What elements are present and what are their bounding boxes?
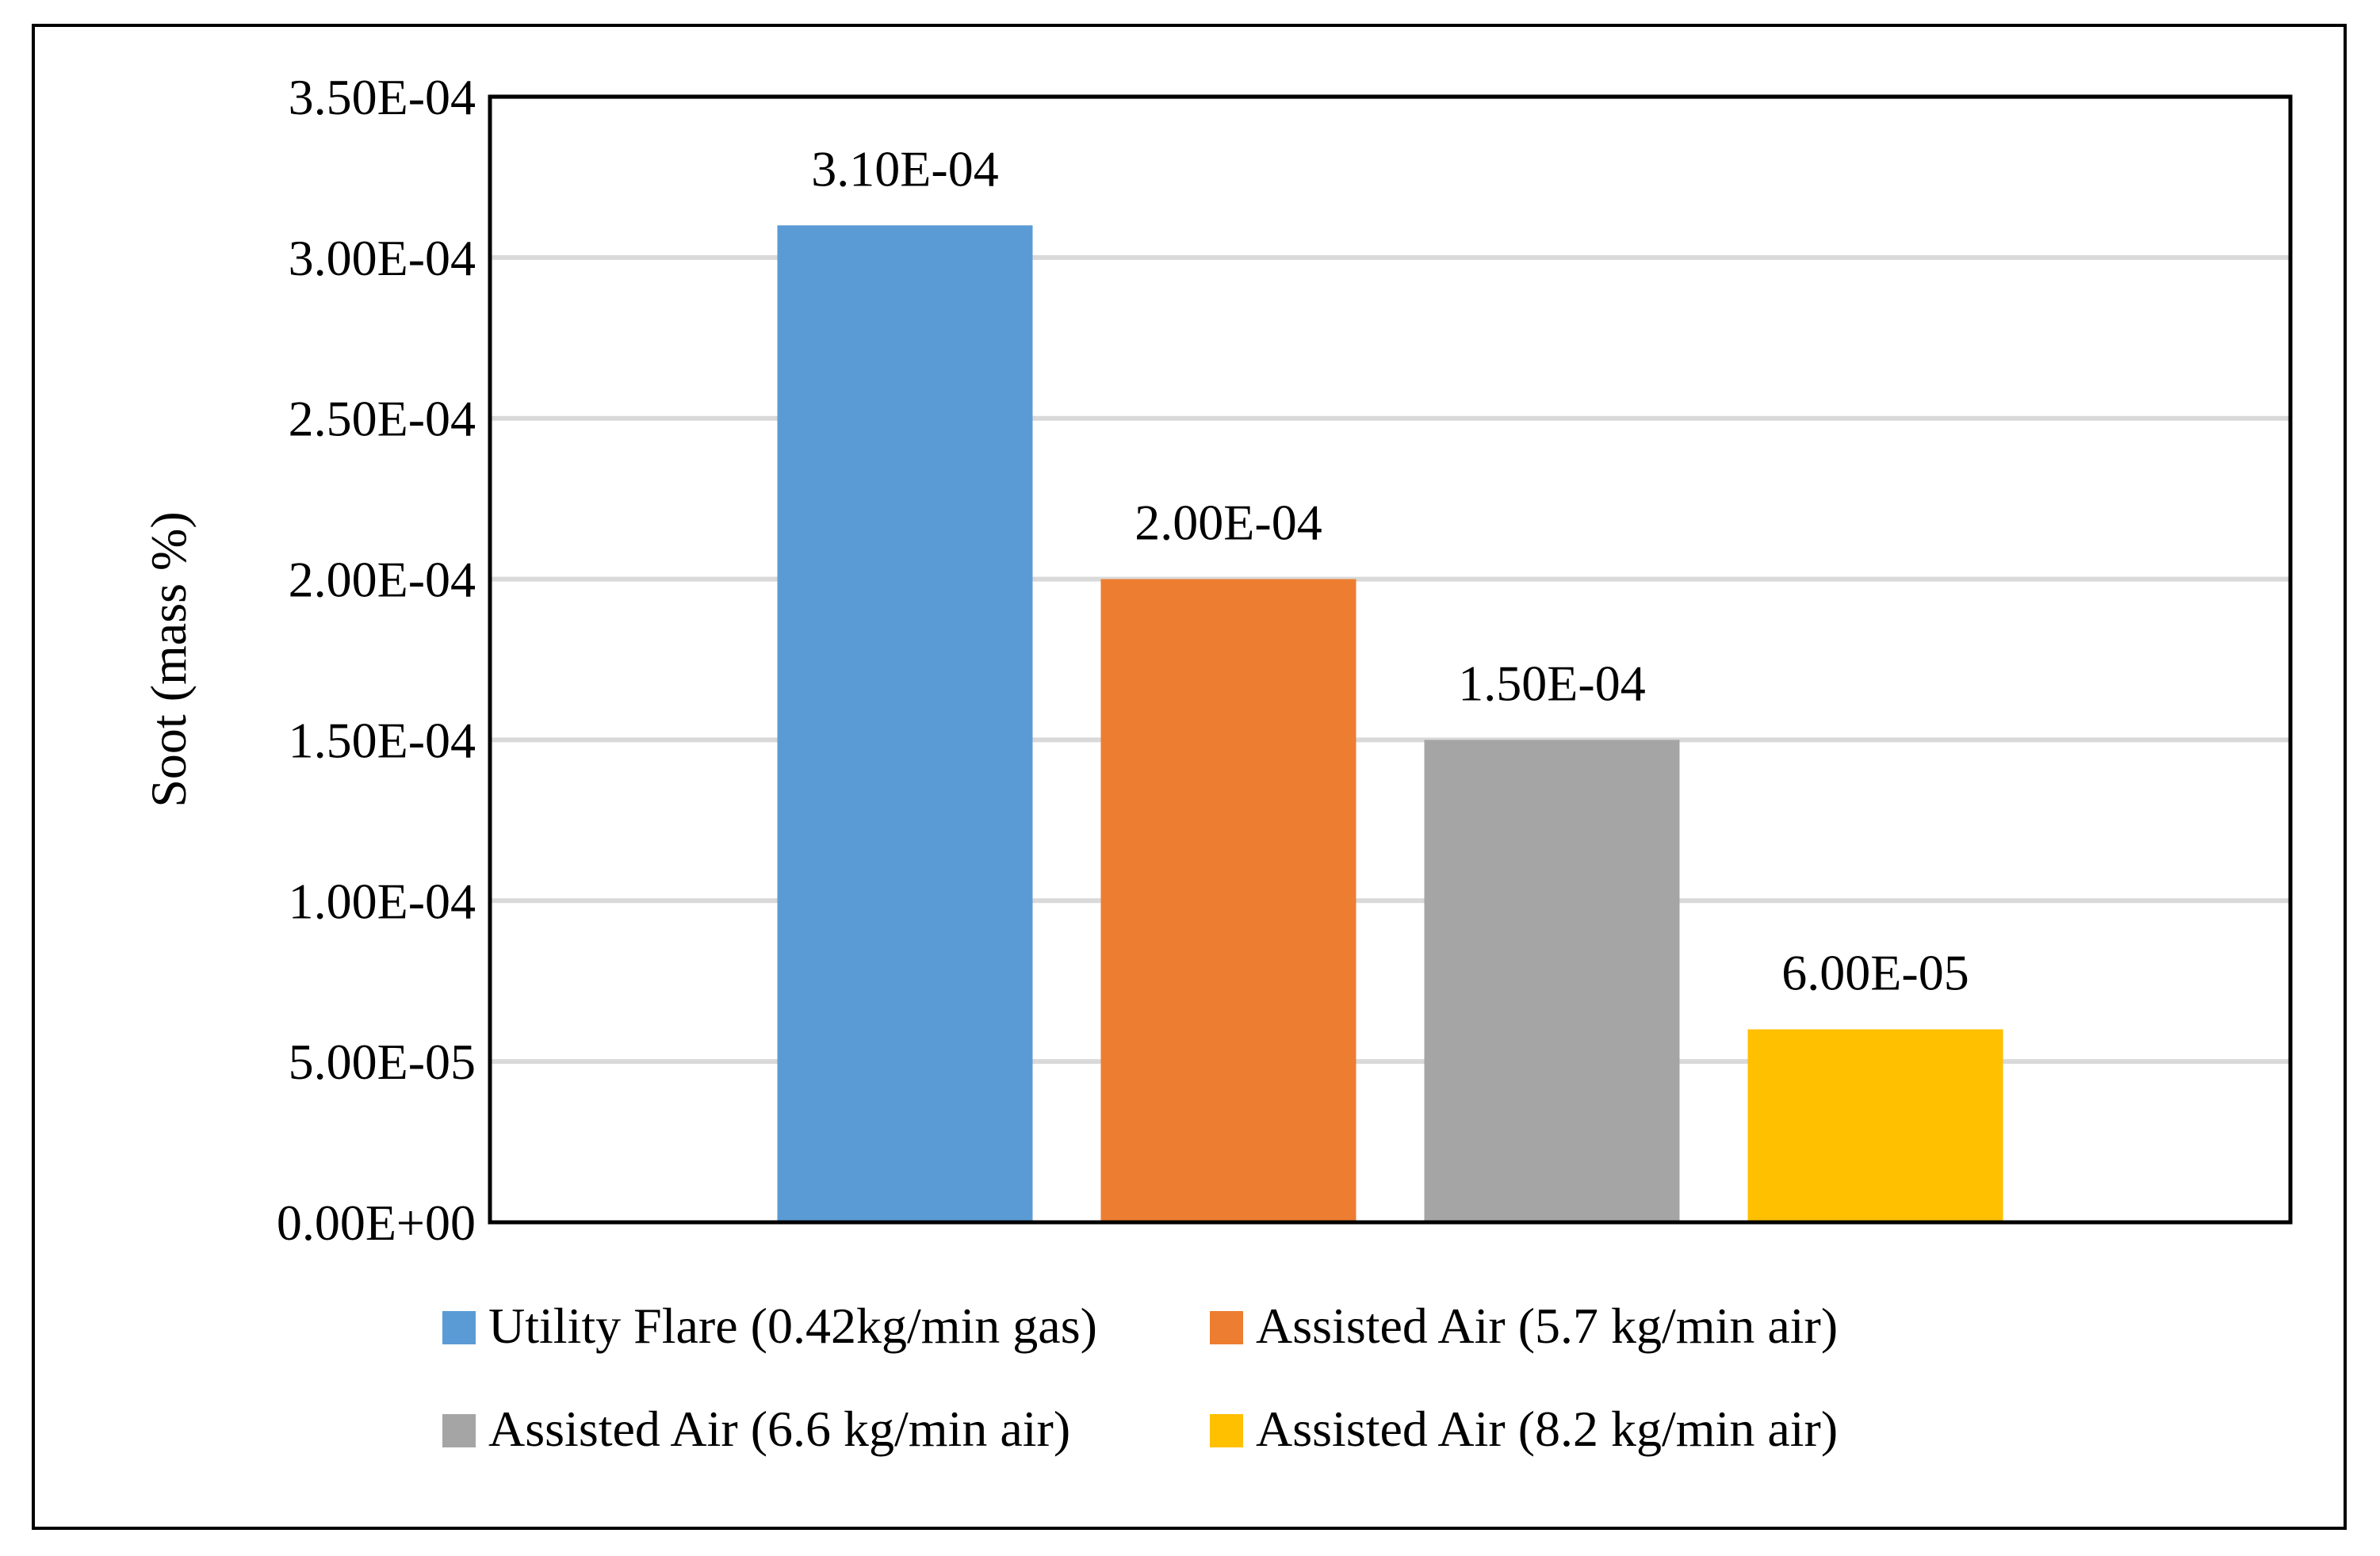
y-tick-label: 5.00E-05: [289, 1034, 476, 1090]
y-tick-label: 1.50E-04: [289, 712, 476, 768]
legend: Utility Flare (0.42kg/min gas) Assisted A…: [442, 1298, 1838, 1457]
y-axis-title: Soot (mass %): [140, 511, 197, 807]
bar: [1747, 1029, 2003, 1222]
legend-swatch: [1210, 1414, 1243, 1447]
legend-entry: Assisted Air (6.6 kg/min air): [488, 1401, 1070, 1457]
bar-chart: 0.00E+00 5.00E-05 1.00E-04 1.50E-04 2.00E-04…: [140, 69, 2293, 1457]
legend-swatch: [1210, 1311, 1243, 1344]
y-tick-label: 2.00E-04: [289, 552, 476, 608]
gridlines: [490, 94, 2290, 1065]
legend-entry: Assisted Air (5.7 kg/min air): [1256, 1298, 1838, 1354]
data-label: 2.00E-04: [1135, 495, 1322, 551]
bars: [490, 225, 2290, 1225]
data-labels: 3.10E-04 2.00E-04 1.50E-04 6.00E-05: [811, 140, 1969, 1000]
bar: [1424, 740, 1680, 1222]
y-tick-label: 3.50E-04: [289, 69, 476, 125]
data-label: 3.10E-04: [811, 140, 998, 197]
plot-area-border: [488, 94, 2293, 1225]
y-axis-tick-labels: 0.00E+00 5.00E-05 1.00E-04 1.50E-04 2.00E-04…: [277, 69, 476, 1251]
legend-entry: Utility Flare (0.42kg/min gas): [488, 1298, 1097, 1354]
legend-swatch: [442, 1311, 476, 1344]
data-label: 1.50E-04: [1458, 655, 1645, 711]
y-tick-label: 2.50E-04: [289, 391, 476, 447]
data-label: 6.00E-05: [1781, 945, 1969, 1001]
y-tick-label: 0.00E+00: [277, 1195, 476, 1251]
chart-frame: 0.00E+00 5.00E-05 1.00E-04 1.50E-04 2.00E-04…: [32, 24, 2347, 1530]
legend-entry: Assisted Air (8.2 kg/min air): [1256, 1401, 1838, 1457]
legend-swatch: [442, 1414, 476, 1447]
bar: [777, 225, 1033, 1223]
bar: [1100, 579, 1356, 1222]
y-tick-label: 1.00E-04: [289, 873, 476, 929]
y-tick-label: 3.00E-04: [289, 230, 476, 286]
